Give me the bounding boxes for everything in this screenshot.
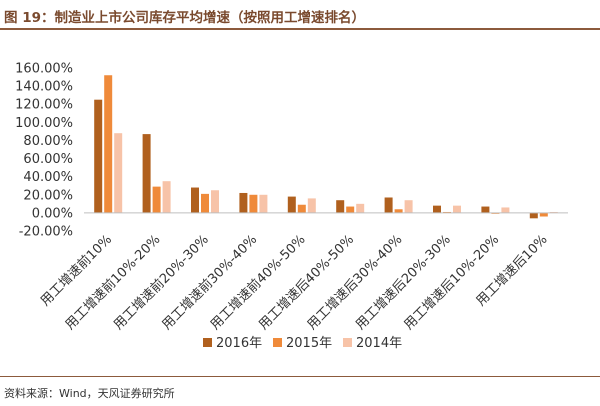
bar-2016-cat7 [384,197,393,213]
bar-2014-cat2 [162,181,171,213]
source-note: 资料来源：Wind，天风证券研究所 [4,387,175,400]
legend-swatch [343,338,352,347]
bar-2016-cat1 [94,99,103,213]
bar-2016-cat2 [142,134,151,213]
x-category-label: 用工增速后20%-30% [353,232,454,333]
bar-2014-cat8 [453,205,461,213]
bar-2014-cat5 [307,198,316,213]
legend-label: 2015年 [286,336,332,351]
y-tick-label: 160.00% [15,62,73,77]
y-tick-label: 140.00% [15,80,73,95]
bar-2015-cat4 [249,194,258,213]
figure-footer: 资料来源：Wind，天风证券研究所 [0,376,600,406]
bar-2015-cat7 [394,209,403,213]
bar-2015-cat1 [104,75,113,213]
y-tick-label: 0.00% [32,206,73,221]
y-axis: -20.00% 0.00% 20.00% 40.00% 60.00% 80.00% 100.… [15,62,73,240]
figure-title: 图 19：制造业上市公司库存平均增速（按照用工增速排名） [4,10,365,26]
x-axis-labels: 用工增速前10%用工增速前10%-20%用工增速前20%-30%用工增速前30%… [37,232,550,333]
bar-2014-cat3 [211,190,219,213]
legend-label: 2014年 [356,336,402,351]
bar-2016-cat5 [287,196,296,213]
figure-title-bar: 图 19：制造业上市公司库存平均增速（按照用工增速排名） [0,0,600,30]
bar-2015-cat5 [297,204,306,213]
bar-2015-cat3 [201,193,209,213]
y-tick-label: 20.00% [23,188,73,203]
bar-chart: -20.00% 0.00% 20.00% 40.00% 60.00% 80.00% 100.… [15,62,568,351]
bar-2016-cat10 [529,212,538,219]
bar-2015-cat10 [539,212,548,217]
bar-2016-cat6 [336,200,345,213]
x-category-label: 用工增速前30%-40% [159,232,260,333]
x-category-label: 用工增速后10%-20% [401,232,502,333]
bar-2016-cat3 [191,187,199,213]
legend-label: 2016年 [216,336,262,351]
bar-2016-cat9 [481,206,490,213]
bar-2014-cat7 [404,200,413,213]
x-category-label: 用工增速前20%-30% [110,232,211,333]
legend-swatch [203,338,212,347]
bar-2015-cat2 [152,186,161,213]
bar-2016-cat4 [239,192,248,213]
x-category-label: 用工增速后40%-50% [256,232,357,333]
bar-2014-cat1 [114,133,123,213]
y-tick-label: 60.00% [23,152,73,167]
legend: 2016年 2015年 2014年 [203,336,402,351]
bar-2014-cat6 [356,203,365,213]
y-tick-label: 120.00% [15,98,73,113]
x-category-label: 用工增速前10%-20% [62,232,163,333]
y-tick-label: 100.00% [15,116,73,131]
y-tick-label: 40.00% [23,170,73,185]
bar-2014-cat4 [259,194,268,213]
x-category-label: 用工增速前40%-50% [207,232,308,333]
legend-swatch [273,338,282,347]
bar-2014-cat9 [501,207,510,213]
x-category-label: 用工增速后30%-40% [305,232,406,333]
y-tick-label: 80.00% [23,134,73,149]
bar-2016-cat8 [433,205,441,213]
bars [94,75,558,219]
y-tick-label: -20.00% [19,225,73,240]
bar-2015-cat6 [346,206,355,213]
